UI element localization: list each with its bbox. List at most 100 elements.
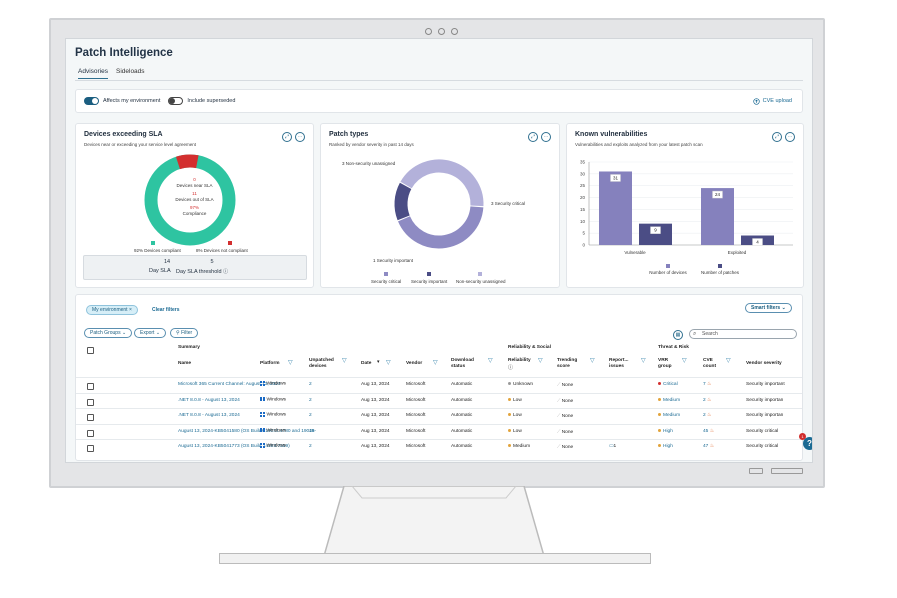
more-icon[interactable]: ⋯	[785, 132, 795, 142]
col-date[interactable]: Date	[361, 361, 372, 366]
filter-icon[interactable]: ▽	[641, 358, 646, 364]
col-download[interactable]: Download status	[451, 358, 474, 369]
vrr-group-cell[interactable]: High	[658, 444, 673, 449]
unpatched-count-link[interactable]: 19	[309, 428, 315, 434]
status-dot	[658, 413, 661, 417]
table-row[interactable]: Microsoft 365 Current Channel: August 13…	[76, 377, 802, 393]
vrr-group-cell[interactable]: Critical	[658, 382, 678, 387]
my-environment-chip[interactable]: My environment ×	[86, 305, 138, 315]
unpatched-count-link[interactable]: 2	[309, 444, 312, 449]
expand-icon[interactable]: ⤢	[282, 132, 292, 142]
cve-count-cell[interactable]: 47 ♨	[703, 444, 714, 449]
clear-filters-link[interactable]: Clear filters	[152, 307, 180, 313]
advisory-link[interactable]: August 13, 2024-KB5041580 (OS Builds 190…	[178, 428, 317, 434]
col-unpatched[interactable]: Unpatched devices	[309, 358, 334, 369]
status-dot	[658, 428, 661, 432]
filter-icon[interactable]: ▽	[288, 360, 293, 366]
patch-groups-button[interactable]: Patch Groups ⌄	[84, 328, 133, 338]
unpatched-count-link[interactable]: 2	[309, 382, 312, 387]
windows-icon	[260, 381, 265, 386]
select-all-checkbox[interactable]	[87, 347, 94, 354]
advisory-link[interactable]: .NET 8.0.8 - August 13, 2024	[178, 397, 240, 403]
x-tick-label: Exploited	[728, 250, 747, 255]
cve-count-cell[interactable]: 7 ♨	[703, 382, 712, 387]
filter-icon[interactable]: ▽	[538, 358, 543, 364]
cve-count-cell[interactable]: 45 ♨	[703, 428, 714, 434]
annot-important: 1 Security important	[373, 258, 414, 263]
chevron-down-icon: ⌄	[781, 305, 786, 311]
search-input[interactable]: ⌕ Search	[689, 329, 797, 339]
advisory-link[interactable]: Microsoft 365 Current Channel: August 13…	[178, 382, 281, 387]
status-dot	[658, 444, 661, 448]
donut-slice	[394, 182, 412, 221]
row-checkbox[interactable]	[87, 414, 94, 421]
legend-label: Number of patches	[701, 270, 740, 275]
flame-icon: ♨	[707, 397, 712, 403]
vrr-group-cell[interactable]: Medium	[658, 398, 680, 403]
col-platform[interactable]: Platform	[260, 361, 280, 366]
table-row[interactable]: .NET 8.0.8 - August 13, 2024 Windows 2 Aug …	[76, 392, 802, 409]
sort-down-icon[interactable]: ▾	[377, 359, 380, 365]
platform-cell: Windows	[260, 396, 286, 402]
cve-upload-link[interactable]: CVE upload	[752, 97, 792, 105]
col-name[interactable]: Name	[178, 361, 192, 366]
more-icon[interactable]: ⋯	[295, 132, 305, 142]
export-button[interactable]: Export ⌄	[134, 328, 167, 338]
platform-cell: Windows	[260, 412, 286, 418]
filter-icon[interactable]: ▽	[682, 358, 687, 364]
col-vrr[interactable]: VRR group	[658, 358, 672, 369]
row-checkbox[interactable]	[87, 383, 94, 390]
vrr-group-cell[interactable]: High	[658, 429, 673, 434]
filter-icon[interactable]: ▽	[342, 358, 347, 364]
tab-advisories[interactable]: Advisories	[78, 68, 108, 79]
filter-icon[interactable]: ▽	[726, 358, 731, 364]
filter-icon[interactable]: ▽	[433, 360, 438, 366]
table-row[interactable]: August 13, 2024-KB5041773 (OS Build 1439…	[76, 439, 802, 455]
expand-icon[interactable]: ⤢	[528, 132, 538, 142]
affects-environment-toggle[interactable]	[84, 97, 99, 105]
legend-critical: Security critical	[371, 279, 402, 284]
monitor-frame: Patch Intelligence Advisories Sideloads …	[49, 18, 825, 488]
row-checkbox[interactable]	[87, 445, 94, 452]
advisory-link[interactable]: .NET 8.0.8 - August 13, 2024	[178, 413, 240, 418]
vendor-cell: Microsoft	[406, 413, 426, 418]
expand-icon[interactable]: ⤢	[772, 132, 782, 142]
legend-label: Number of devices	[649, 270, 687, 275]
cve-count-cell[interactable]: 2 ♨	[703, 413, 712, 418]
filter-icon[interactable]: ▽	[386, 360, 391, 366]
smart-filters-button[interactable]: Smart filters ⌄	[745, 303, 792, 313]
col-reliability[interactable]: Reliability	[508, 358, 531, 363]
filter-icon[interactable]: ▽	[590, 358, 595, 364]
vendor-cell: Microsoft	[406, 428, 426, 434]
y-tick-label: 0	[582, 243, 585, 248]
bar	[599, 171, 632, 245]
row-checkbox[interactable]	[87, 398, 94, 406]
col-cve[interactable]: CVE count	[703, 358, 717, 369]
col-vendor[interactable]: Vendor	[406, 361, 423, 366]
unpatched-count-link[interactable]: 2	[309, 413, 312, 418]
help-button[interactable]: ?	[803, 437, 812, 450]
report-cell[interactable]: ▭1	[609, 444, 617, 449]
filter-button[interactable]: ⚲ Filter	[170, 328, 199, 338]
col-severity[interactable]: Vendor severity	[746, 361, 782, 366]
cve-count-cell[interactable]: 2 ♨	[703, 397, 712, 403]
filter-icon[interactable]: ▽	[488, 358, 493, 364]
vrr-group-cell[interactable]: Medium	[658, 413, 680, 418]
sla-summary-box: 14 Day SLA 5 Day SLA threshold ⓘ	[83, 255, 307, 280]
table-row[interactable]: August 13, 2024-KB5041580 (OS Builds 190…	[76, 423, 802, 440]
include-superseded-toggle[interactable]	[168, 97, 184, 105]
col-report[interactable]: Report... issues	[609, 358, 629, 369]
table-row[interactable]: .NET 8.0.8 - August 13, 2024 Windows 2 Aug …	[76, 408, 802, 424]
y-tick-label: 15	[580, 207, 586, 212]
patch-types-actions: ⤢ ⋯	[528, 132, 551, 142]
more-icon[interactable]: ⋯	[541, 132, 551, 142]
tab-sideloads[interactable]: Sideloads	[115, 68, 145, 75]
column-settings-icon[interactable]: ▦	[673, 330, 683, 340]
unpatched-count-link[interactable]: 2	[309, 397, 312, 403]
row-checkbox[interactable]	[87, 429, 94, 437]
col-trending[interactable]: Trending score	[557, 358, 578, 369]
flame-icon: ♨	[707, 382, 712, 387]
windows-icon	[260, 396, 265, 401]
advisory-link[interactable]: August 13, 2024-KB5041773 (OS Build 1439…	[178, 444, 290, 449]
vulnerabilities-subtitle: Vulnerabilities and exploits analyzed fr…	[575, 142, 703, 147]
